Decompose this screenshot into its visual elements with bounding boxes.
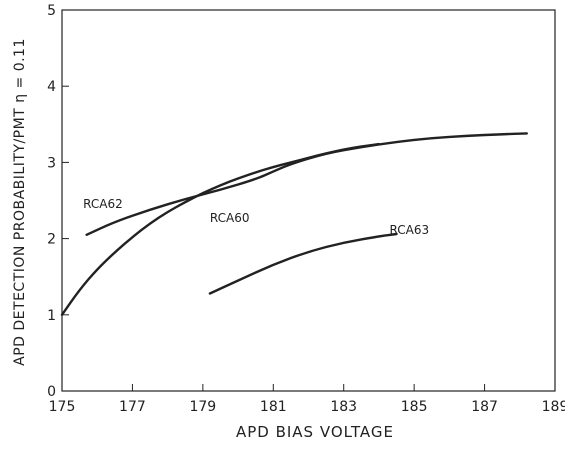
x-axis-label: APD BIAS VOLTAGE	[236, 423, 394, 441]
y-tick-label: 5	[47, 3, 56, 19]
series-annotations: RCA62 RCA60 RCA63	[83, 197, 429, 237]
x-tick-label: 181	[260, 399, 287, 415]
y-tick-label: 0	[47, 384, 56, 400]
series-lines	[60, 132, 528, 316]
x-tick-label: 175	[49, 399, 76, 415]
x-tick-label: 189	[542, 399, 565, 415]
series-annotation-rca63: RCA63	[389, 223, 429, 237]
x-tick-label: 179	[189, 399, 216, 415]
axes	[61, 9, 556, 392]
series-annotation-rca60: RCA60	[210, 211, 250, 225]
x-tick-label: 185	[401, 399, 428, 415]
series-line-rca63	[208, 232, 398, 295]
y-tick-label: 3	[47, 155, 56, 171]
series-line-rca60	[60, 142, 381, 316]
series-line-rca62	[85, 132, 528, 236]
x-tick-label: 183	[330, 399, 357, 415]
x-tick-label: 177	[119, 399, 146, 415]
y-axis-label: APD DETECTION PROBABILITY/PMT η = 0.11	[12, 38, 28, 366]
y-tick-label: 4	[47, 79, 56, 95]
tick-labels: 175 177 179 181 183 185 187 189 0 1 2 3 4 5	[47, 3, 565, 415]
y-tick-label: 2	[47, 232, 56, 248]
series-annotation-rca62: RCA62	[83, 197, 123, 211]
y-tick-label: 1	[47, 308, 56, 324]
plot-frame	[61, 9, 556, 392]
x-tick-label: 187	[471, 399, 498, 415]
